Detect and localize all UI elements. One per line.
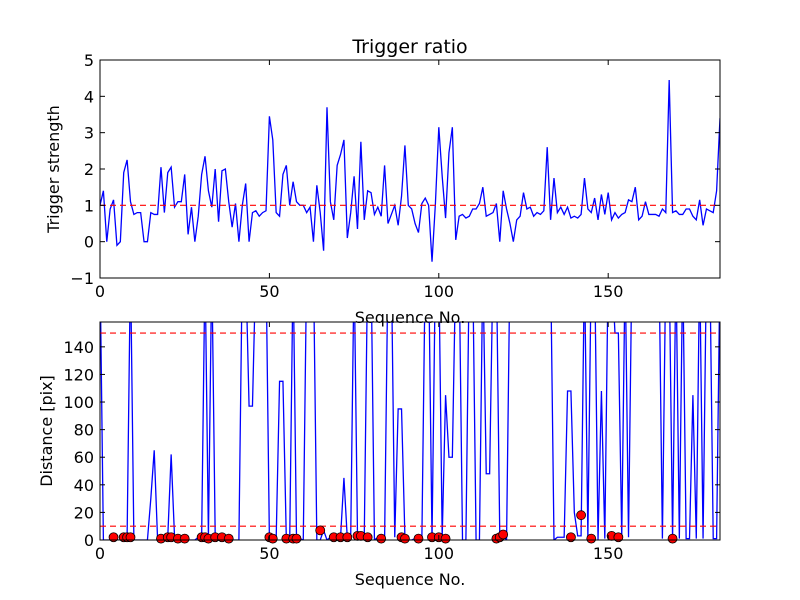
detection-marker [400,533,410,544]
x-tick-label: 50 [259,544,279,563]
bottom-x-axis-label: Sequence No. [355,570,466,589]
detection-marker [376,533,387,544]
detection-marker [566,532,576,543]
y-tick-label: 3 [84,124,94,143]
detection-marker [586,533,597,544]
chart-title: Trigger ratio [351,36,467,58]
y-tick-label: −1 [70,269,94,288]
x-tick-label: 0 [95,544,105,563]
y-tick-label: 1 [84,196,94,215]
detection-marker [667,533,678,544]
top-y-axis-label: Trigger strength [44,105,63,234]
y-tick-label: 40 [74,476,94,495]
detection-marker [342,532,353,543]
trigger-ratio-panel: Trigger ratio Trigger strength Sequence … [44,36,721,327]
y-tick-label: 60 [74,448,94,467]
y-tick-label: 4 [84,87,94,106]
y-tick-label: 0 [84,233,94,252]
detection-marker [576,510,586,521]
x-tick-label: 50 [259,282,279,301]
detection-marker [362,532,373,543]
x-tick-label: 100 [424,282,455,301]
detection-marker [108,532,119,543]
x-tick-label: 100 [424,544,455,563]
x-tick-label: 150 [593,282,624,301]
y-tick-label: 5 [84,51,94,70]
detection-marker [223,533,234,544]
detection-marker [613,532,624,543]
top-plot-frame [99,59,721,279]
x-tick-label: 150 [593,544,624,563]
detection-marker [179,533,190,544]
bottom-plot-frame [99,321,721,541]
bottom-series-line [100,322,720,540]
detection-marker [291,533,302,544]
y-tick-label: 100 [63,393,94,412]
detection-marker [125,532,136,543]
y-tick-label: 2 [84,160,94,179]
detection-marker [413,533,424,544]
y-tick-label: 0 [84,531,94,550]
detection-marker [440,533,451,544]
x-tick-label: 0 [95,282,105,301]
distance-panel: Distance [pix] Sequence No. 0 50 100 150 0 20… [37,321,721,589]
detection-marker [267,533,278,544]
y-tick-label: 120 [63,365,94,384]
y-tick-label: 80 [74,421,94,440]
bottom-y-axis-label: Distance [pix] [37,375,56,487]
detection-marker [498,529,509,540]
y-tick-label: 20 [74,503,94,522]
detection-marker [315,525,326,536]
top-series-line [100,79,720,262]
y-tick-label: 140 [63,338,94,357]
